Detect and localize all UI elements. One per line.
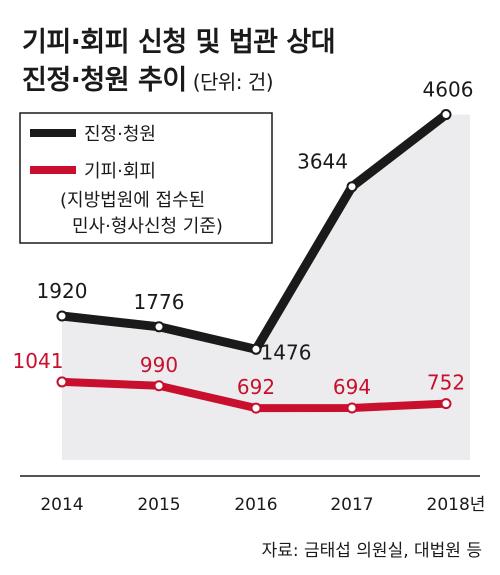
unit-label: (단위: 건) — [192, 70, 274, 94]
data-label: 3644 — [297, 150, 348, 174]
data-label: 1041 — [13, 349, 64, 373]
data-point — [346, 402, 358, 414]
chart-title-line1: 기피·회피 신청 및 법관 상대 — [22, 27, 336, 58]
legend-note-line1: (지방법원에 접수된 — [60, 190, 205, 211]
data-point — [440, 398, 452, 410]
source-note: 자료: 금태섭 의원실, 대법원 등 — [261, 541, 482, 561]
data-point — [153, 380, 165, 392]
x-tick-label: 2015 — [137, 495, 180, 515]
legend-label-series1: 진정·청원 — [84, 124, 156, 145]
data-label: 1476 — [261, 340, 312, 364]
data-point — [440, 109, 452, 121]
data-point — [250, 402, 262, 414]
x-tick-label: 2017 — [330, 495, 373, 515]
data-label: 4606 — [423, 78, 474, 102]
data-label: 990 — [140, 353, 178, 377]
data-label: 1776 — [134, 290, 185, 314]
plot-area-fill — [62, 114, 470, 461]
legend-note-line2: 민사·형사신청 기준) — [72, 216, 223, 237]
data-point — [250, 343, 262, 355]
legend-label-series2: 기피·회피 — [84, 161, 156, 182]
data-point — [153, 321, 165, 333]
x-tick-label: 2014 — [40, 495, 83, 515]
data-label: 1920 — [37, 279, 88, 303]
data-point — [56, 310, 68, 322]
data-point — [346, 181, 358, 193]
chart-title-text: 진정·청원 추이 — [22, 65, 187, 96]
legend: 진정·청원 기피·회피 (지방법원에 접수된 민사·형사신청 기준) — [19, 112, 273, 244]
data-label: 694 — [333, 375, 371, 399]
x-tick-label: 2018년 — [427, 495, 486, 515]
data-point — [56, 376, 68, 388]
x-tick-label: 2016 — [234, 495, 277, 515]
data-label: 752 — [427, 371, 465, 395]
chart-title-line2: 진정·청원 추이 (단위: 건) — [22, 58, 274, 97]
data-label: 692 — [237, 375, 275, 399]
